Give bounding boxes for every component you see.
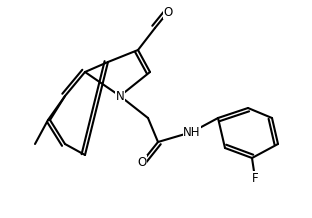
Text: O: O xyxy=(163,5,173,19)
Text: F: F xyxy=(252,172,258,184)
Text: NH: NH xyxy=(183,126,201,138)
Text: O: O xyxy=(137,155,147,169)
Text: N: N xyxy=(116,90,124,102)
